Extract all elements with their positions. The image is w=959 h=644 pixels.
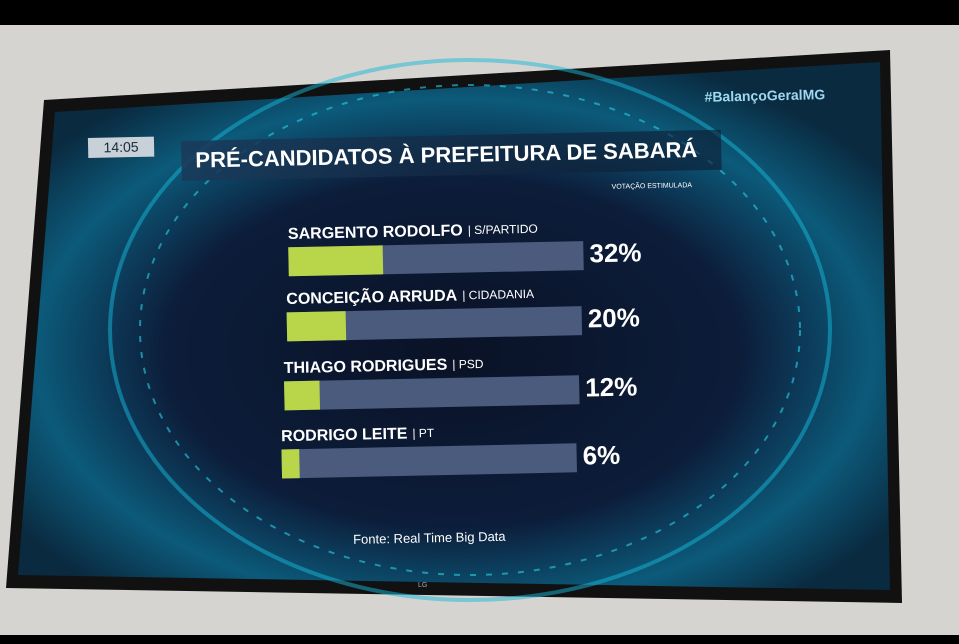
bottom-band	[0, 635, 959, 644]
bar	[286, 311, 347, 342]
category-label: THIAGO RODRIGUES	[284, 357, 448, 377]
category-label: SARGENTO RODOLFO	[288, 222, 463, 243]
decor-ring	[108, 58, 832, 602]
party-label: | CIDADANIA	[462, 287, 534, 303]
top-band	[0, 0, 959, 25]
value-label: 6%	[582, 440, 620, 471]
bar-track	[281, 443, 578, 479]
party-label: | PT	[412, 426, 435, 440]
decor-ring	[139, 84, 801, 576]
clock-box	[87, 136, 155, 158]
category-label: CONCEIÇÃO ARRUDA	[286, 284, 458, 308]
party-label: | S/PARTIDO	[468, 222, 538, 237]
bar	[284, 380, 321, 411]
title-bar	[180, 129, 722, 182]
bar	[281, 449, 300, 479]
brand: LG	[418, 582, 427, 589]
clock: 14:05	[103, 139, 139, 156]
chart-subtitle: VOTAÇÃO ESTIMULADA	[612, 180, 693, 191]
party-label: | PSD	[452, 357, 484, 372]
bar-track	[286, 306, 583, 342]
value-label: 32%	[589, 237, 642, 268]
value-label: 20%	[587, 302, 640, 333]
bar-track	[284, 375, 580, 411]
chart: 14:05 #BalançoGeralMG PRÉ-CANDIDATOS À P…	[87, 86, 825, 547]
bar	[288, 245, 384, 277]
value-label: 12%	[585, 371, 638, 402]
hashtag: #BalançoGeralMG	[704, 86, 825, 105]
category-label: RODRIGO LEITE	[281, 426, 408, 446]
source: Fonte: Real Time Big Data	[353, 529, 507, 547]
